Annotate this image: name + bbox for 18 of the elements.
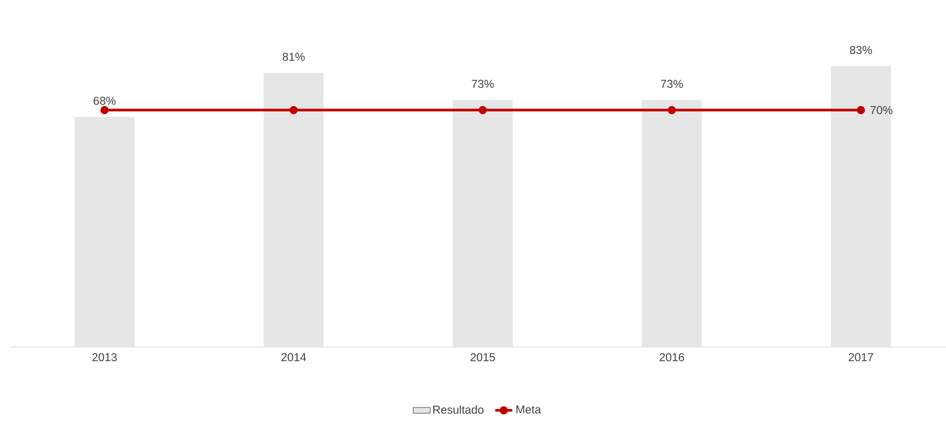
- bar: [264, 72, 324, 347]
- bar: [830, 66, 891, 347]
- bar: [452, 100, 513, 347]
- x-tick-label: 2014: [281, 353, 306, 362]
- data-label: 81%: [282, 52, 305, 61]
- legend-label: Meta: [516, 406, 542, 414]
- x-tick-label: 2017: [848, 353, 874, 362]
- x-tick-label: 2013: [92, 353, 117, 362]
- data-label: 73%: [660, 80, 683, 88]
- x-tick-label: 2016: [660, 353, 684, 362]
- bar: [74, 116, 135, 347]
- data-label: 68%: [94, 96, 116, 105]
- data-label: 73%: [472, 80, 494, 88]
- legend-label: Resultado: [433, 405, 484, 414]
- data-label: 83%: [850, 46, 872, 54]
- bar: [642, 100, 702, 347]
- x-tick-label: 2015: [470, 353, 495, 362]
- data-label: 70%: [870, 106, 892, 114]
